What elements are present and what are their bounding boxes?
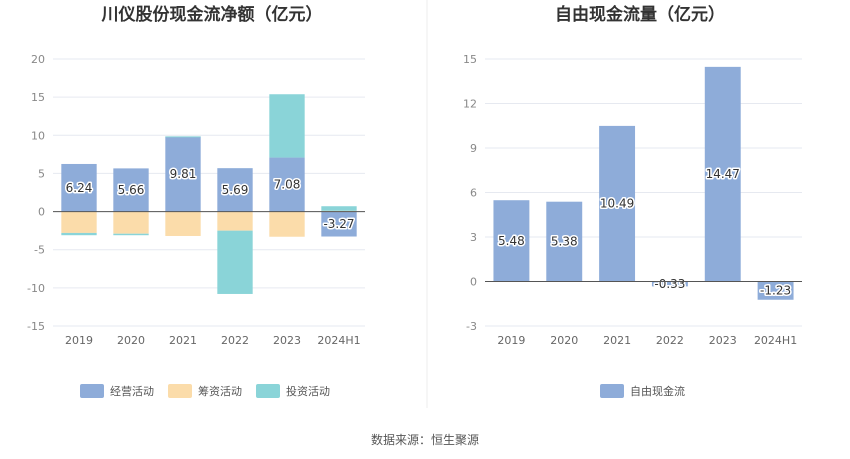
- chart2-gridlines: [485, 58, 802, 327]
- chart1-legend-swatch: [168, 384, 192, 398]
- chart1-bar-1-2022: [217, 168, 253, 212]
- chart1-xtick-label: 2020: [117, 334, 145, 347]
- chart1-xtick-label: 2021: [169, 334, 197, 347]
- chart2-ytick-label: 15: [463, 53, 477, 66]
- chart1-bar-1-2021: [165, 136, 201, 212]
- chart2-legend-label: 自由现金流: [630, 384, 685, 398]
- chart2-legend: 自由现金流: [600, 384, 685, 398]
- chart1-ytick-label: 5: [38, 167, 45, 180]
- chart1-data-label: 5.66: [118, 183, 145, 197]
- chart1-xtick-label: 2024H1: [317, 334, 360, 347]
- chart1-bar-3-2022: [217, 230, 253, 294]
- chart2-xtick-label: 2023: [709, 334, 737, 347]
- chart2-axis: 15 12 9 6 3 0 -3 2019 2020 2021 2022 2023 2024H1: [463, 53, 802, 347]
- chart1-bar-1-2019: [61, 163, 97, 212]
- chart1-legend-label: 筹资活动: [198, 384, 242, 398]
- chart1-legend: 经营活动 筹资活动 投资活动: [80, 384, 330, 398]
- chart1-legend-swatch: [80, 384, 104, 398]
- chart2-data-label: 10.49: [600, 197, 634, 211]
- chart2-data-label: -1.23: [760, 284, 791, 298]
- chart1-ytick-label: 20: [31, 53, 45, 66]
- chart2-ytick-label: 6: [470, 187, 477, 200]
- chart2-bar-1-2022: [651, 281, 688, 287]
- chart1-bar-2-2022: [217, 211, 253, 231]
- chart2-data-label: -0.33: [654, 277, 685, 291]
- chart1-bar-2-2020: [113, 211, 149, 234]
- chart2-xtick-label: 2019: [497, 334, 525, 347]
- chart1-legend-swatch: [256, 384, 280, 398]
- chart1-legend-label: 投资活动: [286, 384, 330, 398]
- chart2-bar-1-2019: [493, 200, 530, 282]
- chart1-bar-3-2019: [61, 232, 97, 236]
- chart2-bar-1-2023: [704, 66, 741, 282]
- chart2-data-label: 5.38: [551, 235, 578, 249]
- chart1-bar-3-2020: [113, 233, 149, 236]
- chart1-data-labels: 6.24 5.66 9.81 5.69 7.08 -3.27: [64, 166, 356, 233]
- chart1-xtick-label: 2022: [221, 334, 249, 347]
- chart2-ytick-label: 9: [470, 142, 477, 155]
- chart1-data-label: 6.24: [66, 181, 93, 195]
- chart1-ytick-label: -15: [27, 320, 45, 333]
- chart2-ytick-label: 3: [470, 231, 477, 244]
- data-source: 数据来源：恒生聚源: [371, 432, 479, 447]
- chart2-data-labels: 5.48 5.38 10.49 -0.33 14.47 -1.23: [497, 166, 793, 299]
- chart1-ytick-label: -10: [27, 282, 45, 295]
- chart1-gridlines: [53, 58, 365, 327]
- chart2-title: 自由现金流量（亿元）: [555, 4, 725, 25]
- chart2-ytick-label: 0: [470, 276, 477, 289]
- chart1-axis: 20 15 10 5 0 -5 -10 -15 2019 2020 2021 2022 2023 2024…: [27, 53, 365, 347]
- chart2-bar-1-2024H1: [757, 281, 794, 300]
- chart2-legend-swatch: [600, 384, 624, 398]
- chart1-bar-3-2023: [269, 94, 305, 158]
- chart1-data-label: 7.08: [274, 178, 301, 192]
- chart1-data-label: 9.81: [170, 167, 197, 181]
- chart1-bar-2-2019: [61, 211, 97, 233]
- chart1-ytick-label: -5: [34, 244, 45, 257]
- chart1-ytick-label: 0: [38, 206, 45, 219]
- chart1-bar-3-2024H1: [321, 206, 357, 211]
- chart1-bars: [61, 94, 357, 294]
- chart1-title: 川仪股份现金流净额（亿元）: [101, 4, 323, 25]
- chart1-xtick-label: 2023: [273, 334, 301, 347]
- chart2-ytick-label: -3: [466, 320, 477, 333]
- chart1-bar-2-2021: [165, 211, 201, 236]
- chart2-xtick-label: 2021: [603, 334, 631, 347]
- chart2-bar-1-2021: [599, 125, 636, 282]
- chart2-xtick-label: 2020: [550, 334, 578, 347]
- chart2-xtick-label: 2024H1: [754, 334, 797, 347]
- chart1-bar-3-2021: [165, 136, 201, 138]
- chart1-data-label: 5.69: [222, 183, 249, 197]
- chart1-ytick-label: 15: [31, 91, 45, 104]
- chart2-bars: [493, 66, 794, 300]
- chart1-xtick-label: 2019: [65, 334, 93, 347]
- chart1-bar-1-2023: [269, 157, 305, 212]
- chart1-ytick-label: 10: [31, 129, 45, 142]
- chart2-data-label: 5.48: [498, 234, 525, 248]
- chart1-legend-label: 经营活动: [110, 384, 154, 398]
- chart2-bar-1-2020: [546, 201, 583, 282]
- chart2-xtick-label: 2022: [656, 334, 684, 347]
- chart1-bar-1-2020: [113, 168, 149, 212]
- chart1-data-label: -3.27: [323, 217, 354, 231]
- chart2-data-label: 14.47: [706, 167, 740, 181]
- chart1-bar-1-2024H1: [321, 211, 357, 237]
- chart1-bar-2-2023: [269, 211, 305, 237]
- chart2-ytick-label: 12: [463, 98, 477, 111]
